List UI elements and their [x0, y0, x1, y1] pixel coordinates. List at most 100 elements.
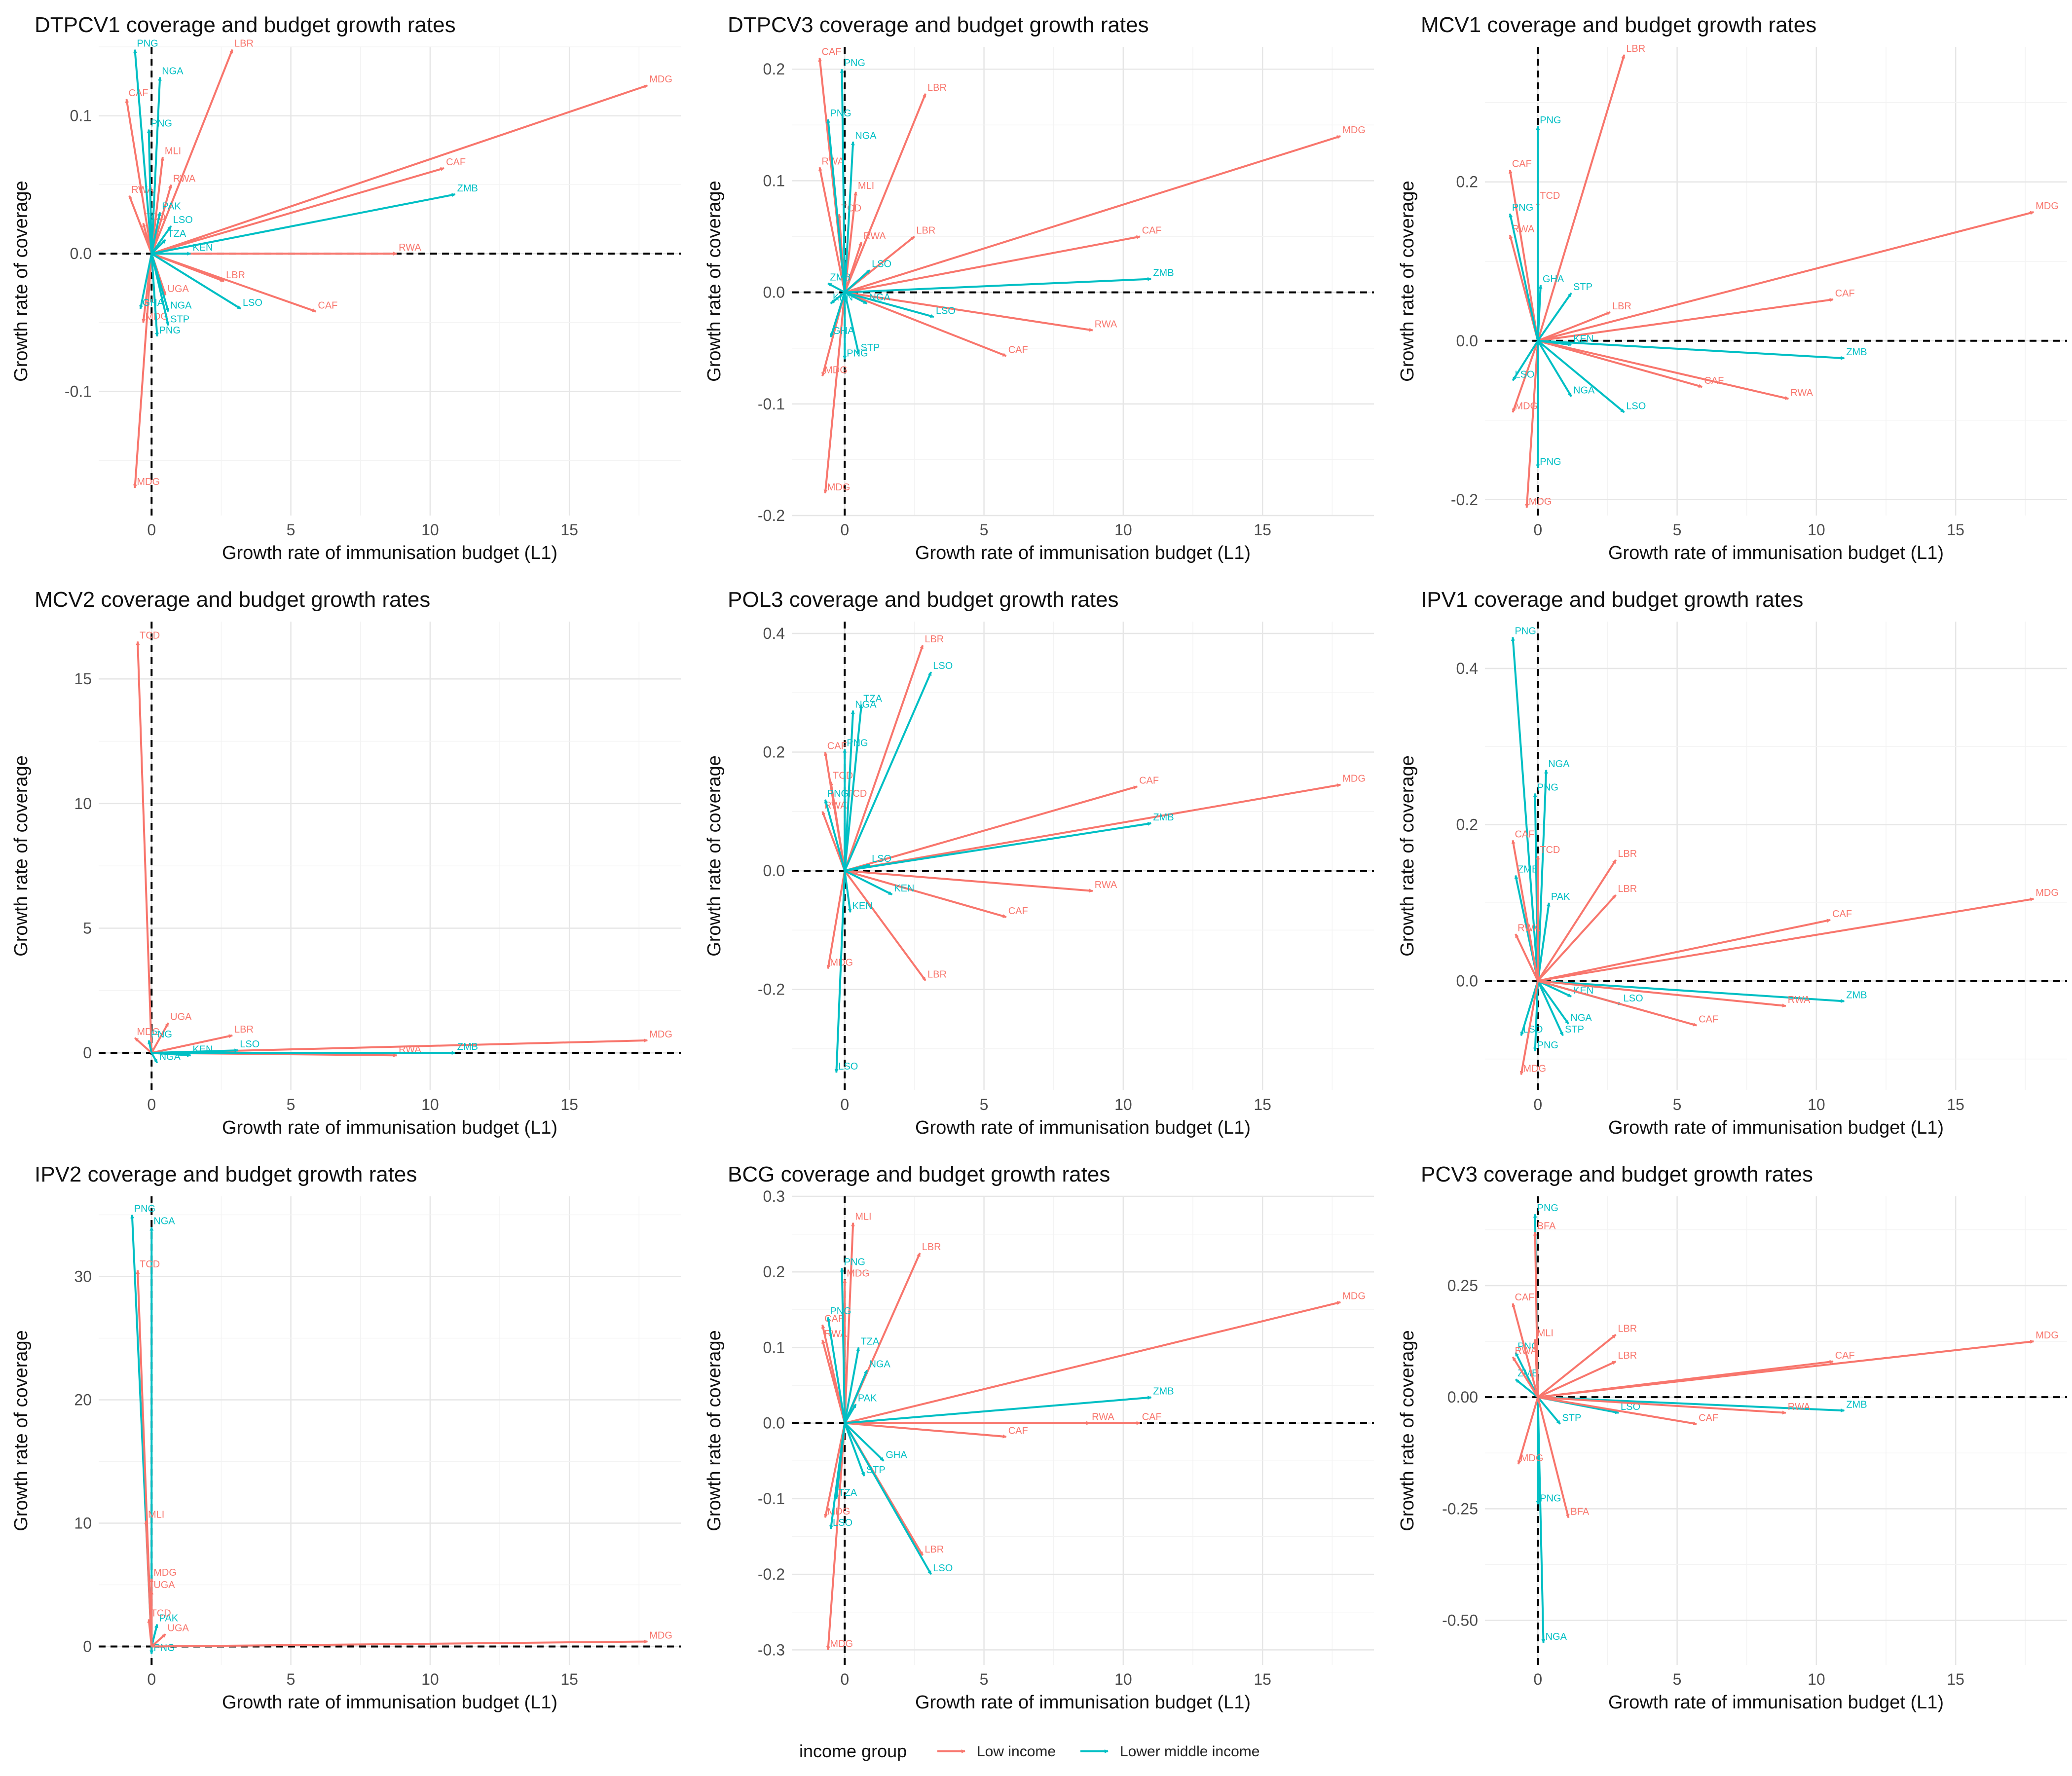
- arrow-mdg: [151, 1639, 648, 1648]
- arrow-label: ZMB: [457, 1041, 478, 1052]
- arrow-label: GHA: [143, 297, 164, 308]
- arrow-png: [1509, 213, 1539, 341]
- arrow-label: GHA: [886, 1449, 907, 1460]
- arrow-label: NGA: [855, 130, 877, 141]
- arrow-label: CAF: [1515, 1292, 1534, 1303]
- arrow-label: MDG: [847, 1268, 870, 1279]
- y-tick-label: 0.2: [763, 743, 785, 761]
- arrow-rwa: [1538, 1396, 1786, 1415]
- arrow-caf: [844, 235, 1141, 294]
- arrow-tcd: [136, 641, 153, 1053]
- arrow-zmb: [845, 1396, 1152, 1424]
- arrow-label: LBR: [234, 38, 254, 49]
- arrow-tza: [844, 704, 863, 871]
- chart-panel: BCG coverage and budget growth rates 0 5 10…: [704, 1162, 1374, 1713]
- arrow-caf: [1508, 169, 1539, 341]
- y-tick-label: 0.0: [1456, 332, 1478, 350]
- arrow-label: CAF: [821, 47, 841, 58]
- arrow-label: KEN: [894, 883, 914, 894]
- chart-title: MCV2 coverage and budget growth rates: [35, 588, 430, 612]
- arrow-label: PNG: [134, 1204, 155, 1215]
- arrow-lso: [844, 269, 871, 294]
- x-tick-label: 10: [421, 1096, 439, 1113]
- arrow-lbr: [1537, 54, 1626, 341]
- x-tick-label: 0: [147, 1670, 156, 1688]
- arrow-label: CAF: [1699, 1014, 1718, 1025]
- arrow-label: MDG: [2035, 201, 2059, 212]
- arrow-nga: [844, 141, 855, 293]
- arrow-label: LBR: [916, 225, 935, 236]
- x-axis-label: Growth rate of immunisation budget (L1): [915, 1117, 1251, 1138]
- y-tick-label: -0.1: [758, 1490, 785, 1508]
- arrow-label: PNG: [153, 1643, 175, 1654]
- arrow-uga: [150, 1633, 166, 1647]
- y-axis-label: Growth rate of coverage: [1397, 755, 1418, 957]
- arrow-label: NGA: [1570, 1012, 1592, 1023]
- y-tick-label: -0.25: [1442, 1500, 1478, 1517]
- arrow-png: [824, 799, 846, 871]
- arrow-label: PAK: [159, 1613, 179, 1624]
- arrow-mli: [1533, 1338, 1539, 1398]
- x-tick-label: 0: [1533, 521, 1542, 539]
- arrow-label: CAF: [1835, 1350, 1855, 1361]
- chart-panel: POL3 coverage and budget growth rates 0 5 1…: [704, 588, 1374, 1138]
- arrow-label: PNG: [844, 58, 865, 69]
- arrow-label: MDG: [1342, 125, 1366, 136]
- y-tick-label: 5: [83, 920, 92, 937]
- arrow-png: [840, 1267, 846, 1423]
- arrow-label: MDG: [2035, 888, 2059, 898]
- arrow-zmb: [845, 277, 1152, 294]
- y-tick-label: 0.1: [763, 172, 785, 189]
- chart-title: POL3 coverage and budget growth rates: [728, 588, 1119, 612]
- arrow-label: MDG: [827, 482, 851, 493]
- arrow-lso: [844, 863, 871, 872]
- arrow-label: STP: [1565, 1024, 1584, 1035]
- y-tick-label: 0.0: [1456, 972, 1478, 990]
- y-tick-label: 10: [74, 1515, 92, 1532]
- x-tick-label: 5: [980, 1096, 989, 1113]
- x-axis-label: Growth rate of immunisation budget (L1): [1608, 1692, 1944, 1713]
- arrow-label: PAK: [1551, 891, 1570, 902]
- arrow-label: TCD: [140, 630, 160, 641]
- arrow-label: MDG: [827, 1506, 851, 1517]
- x-tick-label: 0: [1533, 1096, 1542, 1113]
- legend-title: income group: [799, 1741, 907, 1761]
- y-tick-label: 30: [74, 1268, 92, 1286]
- arrow-label: BFA: [1537, 1221, 1556, 1231]
- y-tick-label: -0.1: [65, 383, 92, 401]
- arrow-lso: [151, 253, 241, 310]
- x-tick-label: 5: [1673, 1096, 1682, 1113]
- arrow-label: STP: [1562, 1412, 1581, 1423]
- arrow-label: RWA: [131, 185, 154, 195]
- arrow-rwa: [1537, 339, 1789, 400]
- arrow-label: STP: [861, 342, 880, 353]
- arrow-png: [1533, 981, 1539, 1052]
- x-tick-label: 10: [1808, 1096, 1825, 1113]
- arrow-label: MDG: [137, 1027, 160, 1037]
- arrow-label: STP: [1573, 282, 1592, 293]
- y-tick-label: -0.50: [1442, 1612, 1478, 1629]
- arrow-label: MDG: [830, 1638, 853, 1649]
- arrow-label: LBR: [925, 634, 944, 645]
- x-tick-label: 15: [560, 1670, 578, 1688]
- x-tick-label: 5: [1673, 521, 1682, 539]
- y-tick-label: 0.0: [70, 245, 92, 262]
- x-tick-label: 10: [421, 521, 439, 539]
- arrow-label: BFA: [1570, 1506, 1589, 1517]
- arrow-nga: [844, 291, 868, 305]
- arrow-stp: [844, 292, 860, 354]
- arrow-label: PNG: [830, 1306, 851, 1317]
- arrow-mdg: [1525, 340, 1539, 508]
- x-tick-label: 10: [1808, 1670, 1825, 1688]
- arrow-tcd: [147, 1619, 153, 1647]
- x-tick-label: 0: [1533, 1670, 1542, 1688]
- arrow-label: MLI: [1537, 1328, 1554, 1339]
- arrow-pak: [844, 1404, 857, 1424]
- arrow-label: MDG: [1342, 1291, 1366, 1302]
- arrow-label: TCD: [1540, 190, 1560, 201]
- arrow-label: MDG: [1342, 774, 1366, 784]
- arrow-rwa: [818, 167, 846, 293]
- arrow-label: RWA: [1790, 387, 1813, 398]
- x-tick-label: 15: [1947, 1096, 1964, 1113]
